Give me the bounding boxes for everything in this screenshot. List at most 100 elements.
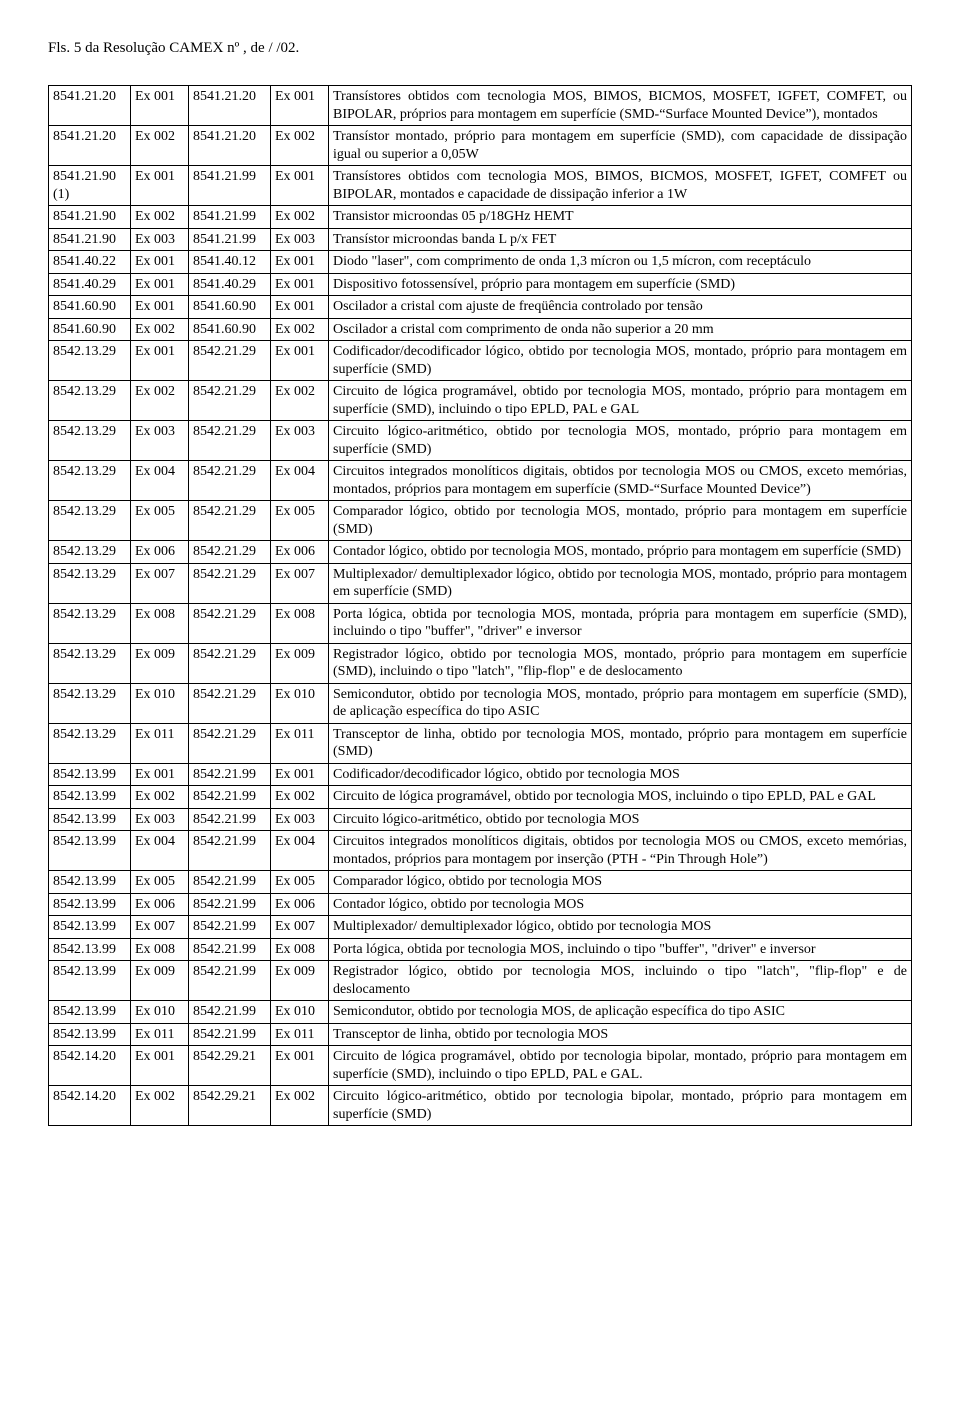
- code-new: 8542.21.99: [189, 961, 271, 1001]
- table-row: 8542.13.99Ex 0028542.21.99Ex 002Circuito…: [49, 786, 912, 809]
- ex-old: Ex 009: [131, 961, 189, 1001]
- description: Circuito de lógica programável, obtido p…: [329, 381, 912, 421]
- code-old: 8542.13.99: [49, 961, 131, 1001]
- description: Oscilador a cristal com ajuste de freqüê…: [329, 296, 912, 319]
- code-new: 8542.21.99: [189, 1001, 271, 1024]
- description: Registrador lógico, obtido por tecnologi…: [329, 961, 912, 1001]
- table-row: 8541.21.20Ex 0028541.21.20Ex 002Transíst…: [49, 126, 912, 166]
- ex-old: Ex 010: [131, 1001, 189, 1024]
- ex-new: Ex 011: [271, 723, 329, 763]
- table-row: 8542.13.29Ex 0058542.21.29Ex 005Comparad…: [49, 501, 912, 541]
- code-old: 8542.13.29: [49, 643, 131, 683]
- code-new: 8541.21.99: [189, 206, 271, 229]
- description: Circuito lógico-aritmético, obtido por t…: [329, 1086, 912, 1126]
- table-row: 8542.13.29Ex 0028542.21.29Ex 002Circuito…: [49, 381, 912, 421]
- code-new: 8542.21.99: [189, 871, 271, 894]
- ex-old: Ex 006: [131, 893, 189, 916]
- code-old: 8541.60.90: [49, 296, 131, 319]
- code-new: 8542.21.29: [189, 501, 271, 541]
- ex-new: Ex 003: [271, 421, 329, 461]
- code-old: 8542.13.29: [49, 563, 131, 603]
- code-new: 8542.21.99: [189, 916, 271, 939]
- ex-old: Ex 002: [131, 381, 189, 421]
- ex-old: Ex 003: [131, 421, 189, 461]
- description: Transístores obtidos com tecnologia MOS,…: [329, 166, 912, 206]
- table-row: 8542.13.99Ex 0068542.21.99Ex 006Contador…: [49, 893, 912, 916]
- tariff-table: 8541.21.20Ex 0018541.21.20Ex 001Transíst…: [48, 85, 912, 1126]
- table-row: 8542.13.29Ex 0118542.21.29Ex 011Transcep…: [49, 723, 912, 763]
- code-old: 8542.13.29: [49, 683, 131, 723]
- code-new: 8542.21.99: [189, 938, 271, 961]
- description: Semicondutor, obtido por tecnologia MOS,…: [329, 1001, 912, 1024]
- table-row: 8542.13.29Ex 0108542.21.29Ex 010Semicond…: [49, 683, 912, 723]
- ex-new: Ex 002: [271, 126, 329, 166]
- ex-new: Ex 004: [271, 831, 329, 871]
- ex-old: Ex 011: [131, 1023, 189, 1046]
- description: Comparador lógico, obtido por tecnologia…: [329, 501, 912, 541]
- description: Multiplexador/ demultiplexador lógico, o…: [329, 563, 912, 603]
- ex-old: Ex 005: [131, 871, 189, 894]
- ex-new: Ex 001: [271, 166, 329, 206]
- code-new: 8541.21.99: [189, 166, 271, 206]
- ex-old: Ex 009: [131, 643, 189, 683]
- ex-old: Ex 002: [131, 206, 189, 229]
- code-old: 8541.21.90: [49, 206, 131, 229]
- ex-old: Ex 001: [131, 166, 189, 206]
- ex-old: Ex 005: [131, 501, 189, 541]
- ex-new: Ex 007: [271, 916, 329, 939]
- code-new: 8541.40.12: [189, 251, 271, 274]
- table-row: 8542.14.20Ex 0028542.29.21Ex 002Circuito…: [49, 1086, 912, 1126]
- description: Transceptor de linha, obtido por tecnolo…: [329, 723, 912, 763]
- ex-new: Ex 001: [271, 86, 329, 126]
- description: Transistor microondas 05 p/18GHz HEMT: [329, 206, 912, 229]
- code-new: 8542.29.21: [189, 1046, 271, 1086]
- ex-old: Ex 002: [131, 126, 189, 166]
- description: Oscilador a cristal com comprimento de o…: [329, 318, 912, 341]
- code-new: 8542.21.99: [189, 808, 271, 831]
- code-new: 8542.21.99: [189, 831, 271, 871]
- ex-new: Ex 006: [271, 541, 329, 564]
- ex-new: Ex 009: [271, 961, 329, 1001]
- table-row: 8542.13.29Ex 0048542.21.29Ex 004Circuito…: [49, 461, 912, 501]
- code-new: 8541.40.29: [189, 273, 271, 296]
- table-row: 8541.21.90Ex 0028541.21.99Ex 002Transist…: [49, 206, 912, 229]
- code-new: 8541.21.99: [189, 228, 271, 251]
- code-new: 8542.21.29: [189, 541, 271, 564]
- ex-old: Ex 001: [131, 296, 189, 319]
- description: Registrador lógico, obtido por tecnologi…: [329, 643, 912, 683]
- code-old: 8541.60.90: [49, 318, 131, 341]
- code-old: 8541.40.29: [49, 273, 131, 296]
- ex-old: Ex 001: [131, 341, 189, 381]
- code-old: 8542.14.20: [49, 1086, 131, 1126]
- ex-old: Ex 006: [131, 541, 189, 564]
- table-row: 8542.13.99Ex 0118542.21.99Ex 011Transcep…: [49, 1023, 912, 1046]
- ex-new: Ex 008: [271, 938, 329, 961]
- code-new: 8542.21.99: [189, 1023, 271, 1046]
- table-row: 8542.13.99Ex 0108542.21.99Ex 010Semicond…: [49, 1001, 912, 1024]
- code-old: 8541.40.22: [49, 251, 131, 274]
- ex-old: Ex 002: [131, 1086, 189, 1126]
- table-row: 8542.13.29Ex 0078542.21.29Ex 007Multiple…: [49, 563, 912, 603]
- code-new: 8542.21.29: [189, 643, 271, 683]
- ex-new: Ex 001: [271, 273, 329, 296]
- code-old: 8542.13.29: [49, 603, 131, 643]
- table-row: 8541.40.29Ex 0018541.40.29Ex 001Disposit…: [49, 273, 912, 296]
- description: Transístor microondas banda L p/x FET: [329, 228, 912, 251]
- code-old: 8542.13.99: [49, 1023, 131, 1046]
- code-new: 8542.21.29: [189, 461, 271, 501]
- code-new: 8542.21.29: [189, 381, 271, 421]
- description: Codificador/decodificador lógico, obtido…: [329, 763, 912, 786]
- code-new: 8542.21.29: [189, 341, 271, 381]
- description: Semicondutor, obtido por tecnologia MOS,…: [329, 683, 912, 723]
- ex-old: Ex 001: [131, 763, 189, 786]
- description: Dispositivo fotossensível, próprio para …: [329, 273, 912, 296]
- code-old: 8542.13.99: [49, 831, 131, 871]
- code-new: 8541.60.90: [189, 318, 271, 341]
- code-new: 8542.21.99: [189, 763, 271, 786]
- ex-new: Ex 010: [271, 1001, 329, 1024]
- code-old: 8542.13.99: [49, 1001, 131, 1024]
- code-new: 8541.21.20: [189, 126, 271, 166]
- code-new: 8542.21.99: [189, 893, 271, 916]
- table-row: 8541.60.90Ex 0018541.60.90Ex 001Oscilado…: [49, 296, 912, 319]
- ex-new: Ex 009: [271, 643, 329, 683]
